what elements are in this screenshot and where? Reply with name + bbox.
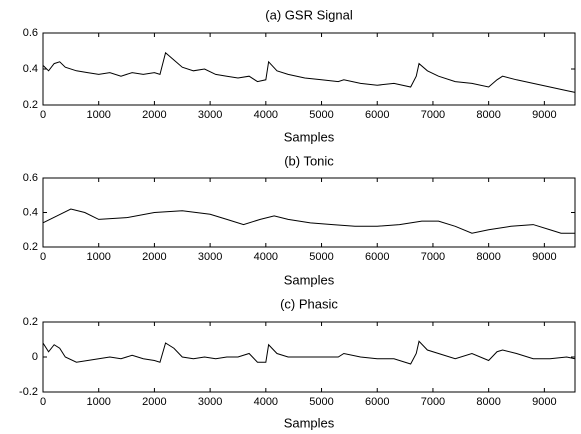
x-tick-label: 0 [40,396,46,408]
x-tick-label: 9000 [532,251,556,263]
x-tick-label: 0 [40,251,46,263]
x-tick-label: 4000 [254,109,278,121]
y-tick-label: 0.4 [23,206,38,218]
x-tick-label: 3000 [198,396,222,408]
x-tick-label: 6000 [365,396,389,408]
x-tick-label: 9000 [532,109,556,121]
axes-frame [42,321,576,393]
x-tick-label: 2000 [142,396,166,408]
x-tick-label: 8000 [476,396,500,408]
y-tick-label: 0 [32,351,38,363]
y-tick-label: -0.2 [19,386,38,398]
x-tick-label: 4000 [254,251,278,263]
axes-frame [42,177,576,248]
x-tick-label: 3000 [198,251,222,263]
y-tick-label: 0.4 [23,63,38,75]
x-tick-label: 5000 [309,396,333,408]
x-axis-label: Samples [284,129,335,144]
x-tick-label: 6000 [365,251,389,263]
signal-line [42,51,576,93]
title: (b) Tonic [284,153,334,168]
axes-frame [42,32,576,106]
x-tick-label: 7000 [421,396,445,408]
x-tick-label: 7000 [421,109,445,121]
x-tick-label: 5000 [309,251,333,263]
x-tick-label: 1000 [86,251,110,263]
title: (a) GSR Signal [265,7,353,22]
x-tick-label: 7000 [421,251,445,263]
x-tick-label: 8000 [476,251,500,263]
y-tick-label: 0.6 [23,27,38,39]
x-tick-label: 0 [40,109,46,121]
x-tick-label: 6000 [365,109,389,121]
y-tick-label: 0.2 [23,99,38,111]
x-axis-label: Samples [284,272,335,287]
x-tick-label: 4000 [254,396,278,408]
signal-line [42,340,576,365]
x-tick-label: 2000 [142,109,166,121]
x-tick-label: 3000 [198,109,222,121]
x-tick-label: 2000 [142,251,166,263]
y-tick-label: 0.2 [23,316,38,328]
x-axis-label: Samples [284,415,335,430]
x-tick-label: 1000 [86,109,110,121]
title: (c) Phasic [280,296,338,311]
x-tick-label: 8000 [476,109,500,121]
y-tick-label: 0.2 [23,241,38,253]
x-tick-label: 5000 [309,109,333,121]
signal-line [42,208,575,234]
x-tick-label: 1000 [86,396,110,408]
x-tick-label: 9000 [532,396,556,408]
y-tick-label: 0.6 [23,172,38,184]
